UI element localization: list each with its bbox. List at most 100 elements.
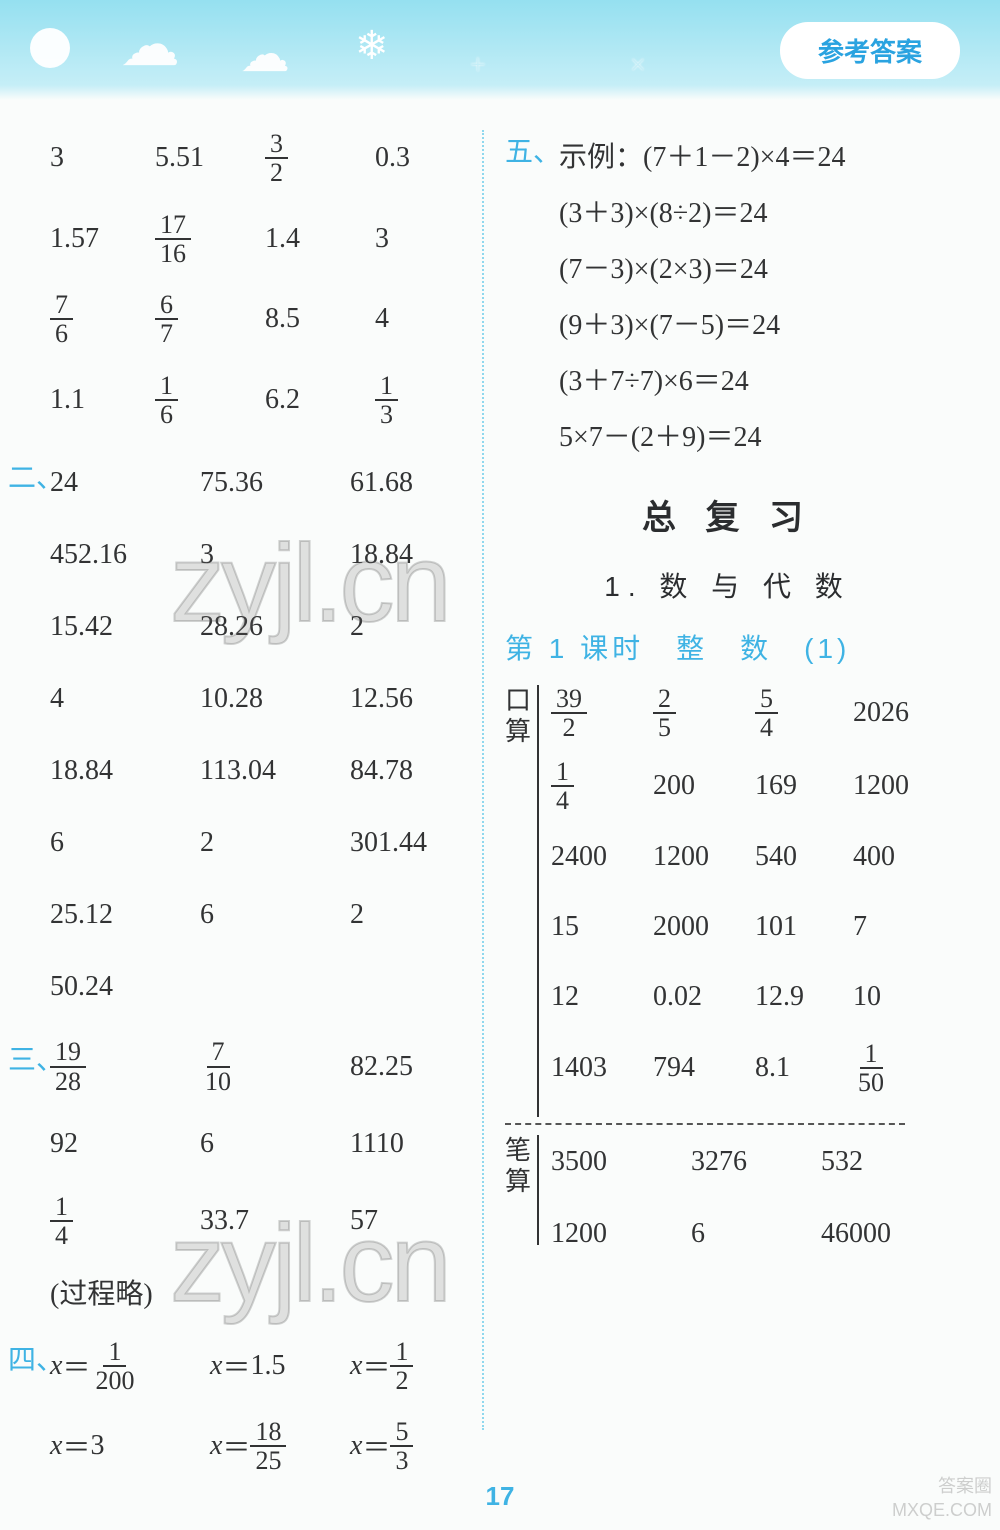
cell: 50.24: [50, 960, 200, 1014]
header-badge: 参考答案: [780, 22, 960, 79]
right-column: 五、 示例：(7＋1－2)×4＝24(3＋3)×(8÷2)＝24(7－3)×(2…: [480, 130, 950, 1475]
example-line: (3＋3)×(8÷2)＝24: [559, 186, 845, 242]
cell: 13: [375, 372, 470, 429]
cell: 2: [350, 600, 480, 654]
dashed-separator: [505, 1123, 905, 1125]
cell: 84.78: [350, 744, 480, 798]
cell: 16: [155, 372, 265, 429]
equation: x＝1825: [210, 1418, 350, 1475]
cell: 15.42: [50, 600, 200, 654]
kousuan-label-b: 算: [505, 716, 531, 747]
section-4-grid: x＝1200x＝1.5x＝12x＝3x＝1825x＝53: [50, 1338, 480, 1475]
section-5-label: 五、: [505, 130, 559, 170]
cell: 400: [853, 830, 951, 884]
cell: 14: [551, 758, 653, 815]
cell: 8.5: [265, 291, 375, 348]
cell: 113.04: [200, 744, 350, 798]
cell: 1928: [50, 1038, 200, 1095]
cell: 1716: [155, 211, 265, 268]
cell: 1.57: [50, 211, 155, 268]
cell: 169: [755, 758, 853, 815]
cell: 67: [155, 291, 265, 348]
cell: 18.84: [50, 744, 200, 798]
cell: 3: [50, 130, 155, 187]
cell: 33.7: [200, 1193, 350, 1250]
cell: 6: [200, 1117, 350, 1171]
cell: 532: [821, 1135, 951, 1189]
cell: 14: [50, 1193, 200, 1250]
cell: 2000: [653, 900, 755, 954]
review-subtitle: 1. 数 与 代 数: [505, 565, 950, 605]
cell: 392: [551, 685, 653, 742]
example-line: 5×7－(2＋9)＝24: [559, 410, 845, 466]
lesson-title: 第 1 课时 整 数 (1): [505, 627, 950, 667]
cell: 10: [853, 970, 951, 1024]
bisuan-block: 笔 算 350032765321200646000: [505, 1135, 950, 1261]
cell: 8.1: [755, 1040, 853, 1097]
cell: 12: [551, 970, 653, 1024]
section-3-label: 三、: [8, 1038, 64, 1078]
cell: 1200: [853, 758, 951, 815]
kousuan-label: 口 算: [505, 685, 539, 1117]
section-2-label: 二、: [8, 456, 64, 496]
cell: 92: [50, 1117, 200, 1171]
plus-icon: +: [470, 50, 486, 82]
section-5-lines: 示例：(7＋1－2)×4＝24(3＋3)×(8÷2)＝24(7－3)×(2×3)…: [559, 130, 845, 466]
cell: 24: [50, 456, 200, 510]
cell: 101: [755, 900, 853, 954]
cell: 6: [200, 888, 350, 942]
bisuan-label: 笔 算: [505, 1135, 539, 1245]
mult-icon: ×: [630, 50, 646, 82]
section-2-grid: 2475.3661.68452.16318.8415.4228.262410.2…: [50, 456, 480, 1014]
bisuan-label-b: 算: [505, 1166, 531, 1197]
cell: 3: [200, 528, 350, 582]
cell: 540: [755, 830, 853, 884]
snowflake-icon: ❄: [355, 22, 389, 69]
corner-brand: 答案圈 MXQE.COM: [892, 1475, 992, 1522]
equation: x＝3: [50, 1418, 210, 1475]
cell: 3276: [691, 1135, 821, 1189]
cell: 10.28: [200, 672, 350, 726]
cell: 2026: [853, 685, 951, 742]
cell: 0.02: [653, 970, 755, 1024]
equation: x＝1.5: [210, 1338, 350, 1395]
kousuan-block: 口 算 392255420261420016912002400120054040…: [505, 685, 950, 1117]
cell: 2400: [551, 830, 653, 884]
cell: 15: [551, 900, 653, 954]
example-line: (3＋7÷7)×6＝24: [559, 354, 845, 410]
cell: 12.9: [755, 970, 853, 1024]
cell: [350, 960, 480, 1014]
kousuan-grid: 3922554202614200169120024001200540400152…: [551, 685, 951, 1097]
corner-line-2: MXQE.COM: [892, 1499, 992, 1522]
cell: 54: [755, 685, 853, 742]
cell: 6.2: [265, 372, 375, 429]
section-3-grid: 192871082.2592611101433.757: [50, 1038, 480, 1249]
section-4-label: 四、: [8, 1338, 64, 1378]
section-3-note: (过程略): [50, 1272, 480, 1312]
bisuan-label-a: 笔: [505, 1135, 531, 1166]
cell: 46000: [821, 1207, 951, 1261]
cell: [200, 960, 350, 1014]
cell: 301.44: [350, 816, 480, 870]
cell: 150: [853, 1040, 951, 1097]
cell: 1200: [551, 1207, 691, 1261]
kousuan-label-a: 口: [505, 685, 531, 716]
cell: 61.68: [350, 456, 480, 510]
cell: 1200: [653, 830, 755, 884]
cell: 4: [50, 672, 200, 726]
example-line: (7－3)×(2×3)＝24: [559, 242, 845, 298]
cell: 3500: [551, 1135, 691, 1189]
cell: 794: [653, 1040, 755, 1097]
page-header: ☁ ☁ ❄ + × 参考答案: [0, 0, 1000, 100]
cell: 82.25: [350, 1038, 480, 1095]
cloud-icon: [30, 28, 70, 68]
cell: 6: [50, 816, 200, 870]
example-line: (9＋3)×(7－5)＝24: [559, 298, 845, 354]
cloud-icon: ☁: [120, 10, 180, 80]
equation: x＝12: [350, 1338, 480, 1395]
cell: 75.36: [200, 456, 350, 510]
cell: 0.3: [375, 130, 470, 187]
cell: 1110: [350, 1117, 480, 1171]
equation: x＝1200: [50, 1338, 210, 1395]
corner-line-1: 答案圈: [892, 1475, 992, 1498]
